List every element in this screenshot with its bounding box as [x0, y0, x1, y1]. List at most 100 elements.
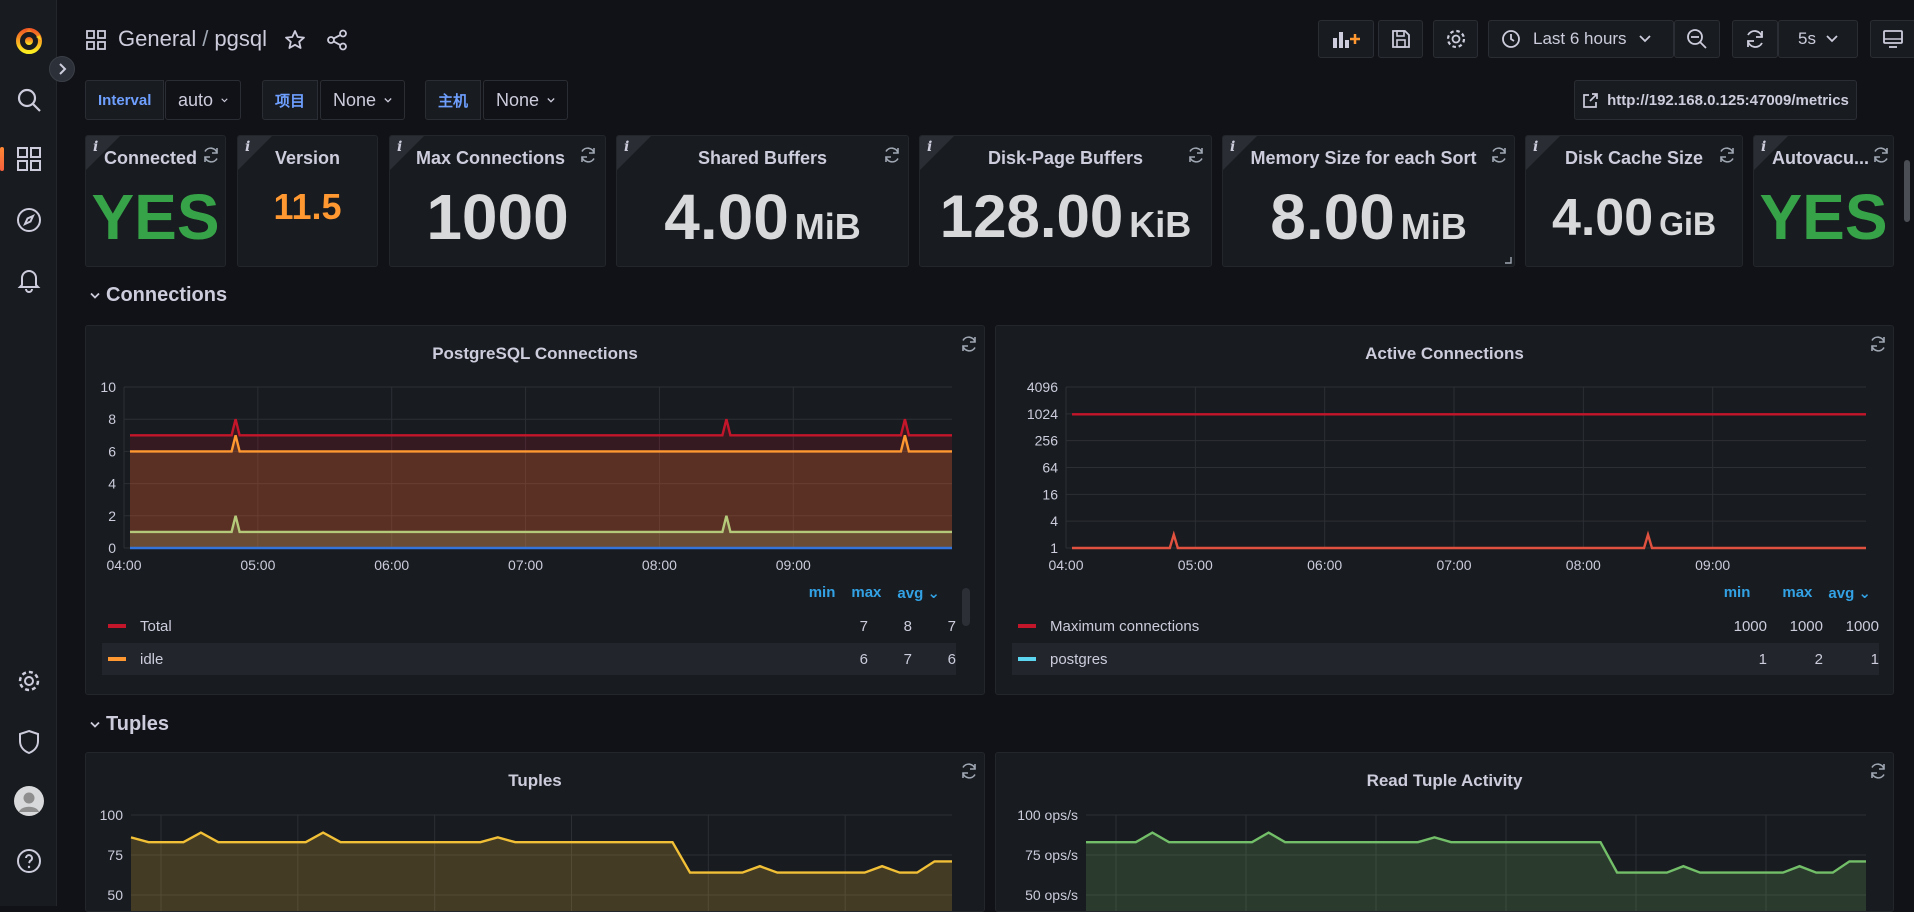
- legend-row[interactable]: postgres 1 2 1: [1012, 643, 1879, 675]
- stat-number: 128.00: [939, 183, 1124, 250]
- panel-info-icon[interactable]: i: [1230, 139, 1236, 155]
- row-tuples-toggle[interactable]: Tuples: [90, 713, 169, 736]
- breadcrumb-folder[interactable]: General: [118, 26, 197, 51]
- panel-info-icon[interactable]: i: [397, 139, 403, 155]
- stat-title: Disk-Page Buffers: [987, 148, 1144, 168]
- legend-max: 1000: [1789, 617, 1823, 635]
- panel-info-icon[interactable]: i: [245, 139, 251, 155]
- stat-panel-autovacuum[interactable]: i Autovacu... YES: [1753, 135, 1894, 267]
- x-tick-label: 04:00: [1048, 557, 1083, 573]
- expand-sidebar-chevron-icon[interactable]: [49, 56, 75, 82]
- panel-tuples[interactable]: Tuples 50 75 100: [85, 752, 985, 912]
- star-favorite-icon[interactable]: [284, 29, 306, 51]
- legend-row[interactable]: idle 6 7 6: [102, 643, 956, 675]
- page-scrollbar[interactable]: [1904, 160, 1910, 222]
- clock-icon: [1502, 30, 1520, 48]
- y-tick-label: 64: [1042, 460, 1058, 476]
- variable-value-project: None: [333, 89, 377, 110]
- panel-info-icon[interactable]: i: [1533, 139, 1539, 155]
- refresh-dashboard-button[interactable]: [1732, 20, 1778, 58]
- y-tick-label: 10: [100, 379, 116, 395]
- chart-tuples[interactable]: 50 75 100: [86, 753, 985, 912]
- y-tick-label: 100: [100, 807, 124, 823]
- variable-label-interval: Interval: [85, 80, 165, 120]
- legend-scrollbar[interactable]: [962, 588, 970, 626]
- legend-header-min[interactable]: min: [808, 584, 836, 601]
- legend-min: 1000: [1733, 617, 1767, 635]
- stat-value: 128.00 KiB: [920, 182, 1211, 251]
- panel-title[interactable]: Tuples: [508, 771, 562, 790]
- add-panel-button[interactable]: [1318, 20, 1374, 58]
- chart-postgresql-connections[interactable]: 0 2 4 6 8 10 04:00 05:00 06:00 07:00 08:00 09:00: [86, 326, 985, 591]
- panel-info-icon[interactable]: i: [1761, 139, 1767, 155]
- panel-info-icon[interactable]: i: [93, 139, 99, 155]
- stat-value: YES: [1759, 181, 1888, 253]
- share-icon[interactable]: [326, 29, 348, 51]
- panel-title[interactable]: Active Connections: [1365, 344, 1524, 363]
- stat-panel-sort-memory[interactable]: i Memory Size for each Sort 8.00 MiB: [1222, 135, 1515, 267]
- variable-select-interval[interactable]: auto: [165, 80, 241, 120]
- panel-info-icon[interactable]: i: [624, 139, 630, 155]
- legend-header-avg[interactable]: avg ⌄: [1828, 585, 1871, 602]
- metrics-link[interactable]: http://192.168.0.125:47009/metrics: [1574, 80, 1857, 120]
- resize-handle-icon[interactable]: [1504, 256, 1512, 264]
- stat-panel-max-connections[interactable]: i Max Connections 1000: [389, 135, 606, 267]
- stat-value: 1000: [426, 181, 569, 253]
- refresh-interval-picker[interactable]: 5s: [1778, 20, 1858, 58]
- refresh-icon: [1747, 30, 1763, 48]
- stat-title: Connected: [103, 148, 197, 168]
- stat-panel-connected[interactable]: i Connected YES: [85, 135, 226, 267]
- stat-panel-disk-cache-size[interactable]: i Disk Cache Size 4.00 GiB: [1525, 135, 1743, 267]
- stat-panel-shared-buffers[interactable]: i Shared Buffers 4.00 MiB: [616, 135, 909, 267]
- chart-active-connections[interactable]: 1 4 16 64 256 1024 4096 04:00 05:00 06:00 07:00 08:…: [996, 326, 1894, 591]
- panel-title[interactable]: PostgreSQL Connections: [432, 344, 638, 363]
- variable-label-host: 主机: [425, 80, 482, 120]
- panel-postgresql-connections[interactable]: PostgreSQL Connections 0 2 4 6 8 10 04:00 05:00…: [85, 325, 985, 695]
- grafana-logo-icon[interactable]: [0, 22, 57, 58]
- x-tick-label: 06:00: [1307, 557, 1342, 573]
- stat-panel-disk-page-buffers[interactable]: i Disk-Page Buffers 128.00 KiB: [919, 135, 1212, 267]
- panel-read-tuple-activity[interactable]: Read Tuple Activity 50 ops/s 75 ops/s 100 …: [995, 752, 1894, 912]
- row-connections-toggle[interactable]: Connections: [90, 284, 227, 307]
- zoom-out-button[interactable]: [1674, 20, 1720, 58]
- save-icon: [1391, 30, 1410, 48]
- save-dashboard-button[interactable]: [1378, 20, 1423, 58]
- search-icon[interactable]: [0, 82, 57, 118]
- legend-row[interactable]: Total 7 8 7: [102, 610, 956, 642]
- legend-table: min max avg ⌄ Maximum connections 1000 1…: [1012, 584, 1879, 694]
- external-link-icon: [1583, 92, 1598, 108]
- breadcrumb-dashboard[interactable]: pgsql: [214, 26, 267, 51]
- panel-refresh-icon: [1871, 336, 1885, 352]
- legend-header-max[interactable]: max: [1782, 584, 1813, 601]
- stat-value: 4.00 MiB: [617, 180, 908, 254]
- dashboard-navbar: General / pgsql Last 6 hours 5s: [58, 0, 1914, 78]
- help-icon[interactable]: [0, 843, 57, 879]
- series-line-series-2: [130, 515, 952, 534]
- legend-header-max[interactable]: max: [851, 584, 882, 601]
- explore-compass-icon[interactable]: [0, 202, 57, 238]
- x-tick-label: 09:00: [776, 557, 811, 573]
- legend-header-min[interactable]: min: [1723, 584, 1751, 601]
- legend-header-avg[interactable]: avg ⌄: [897, 585, 940, 602]
- time-range-picker[interactable]: Last 6 hours: [1488, 20, 1674, 58]
- panel-title[interactable]: Read Tuple Activity: [1366, 771, 1523, 790]
- stat-unit: MiB: [1400, 206, 1467, 247]
- dashboards-icon[interactable]: [0, 141, 57, 177]
- variable-select-host[interactable]: None: [483, 80, 568, 120]
- breadcrumb: General / pgsql: [118, 26, 267, 52]
- tv-mode-button[interactable]: [1870, 20, 1914, 58]
- panel-info-icon[interactable]: i: [927, 139, 933, 155]
- dashboard-settings-button[interactable]: [1433, 20, 1478, 58]
- chevron-down-icon: [547, 97, 555, 103]
- stat-title: Memory Size for each Sort: [1250, 148, 1477, 168]
- legend-row[interactable]: Maximum connections 1000 1000 1000: [1012, 610, 1879, 642]
- variable-select-project[interactable]: None: [320, 80, 405, 120]
- stat-panel-version[interactable]: i Version 11.5: [237, 135, 378, 267]
- user-avatar[interactable]: [0, 783, 57, 819]
- panel-active-connections[interactable]: Active Connections 1 4 16 64 256 1024 4096 04:0…: [995, 325, 1894, 695]
- chart-read-tuple-activity[interactable]: 50 ops/s 75 ops/s 100 ops/s: [996, 753, 1894, 912]
- alerting-bell-icon[interactable]: [0, 262, 57, 298]
- server-admin-shield-icon[interactable]: [0, 724, 57, 760]
- add-panel-icon: [1333, 32, 1360, 48]
- configuration-gear-icon[interactable]: [0, 663, 57, 699]
